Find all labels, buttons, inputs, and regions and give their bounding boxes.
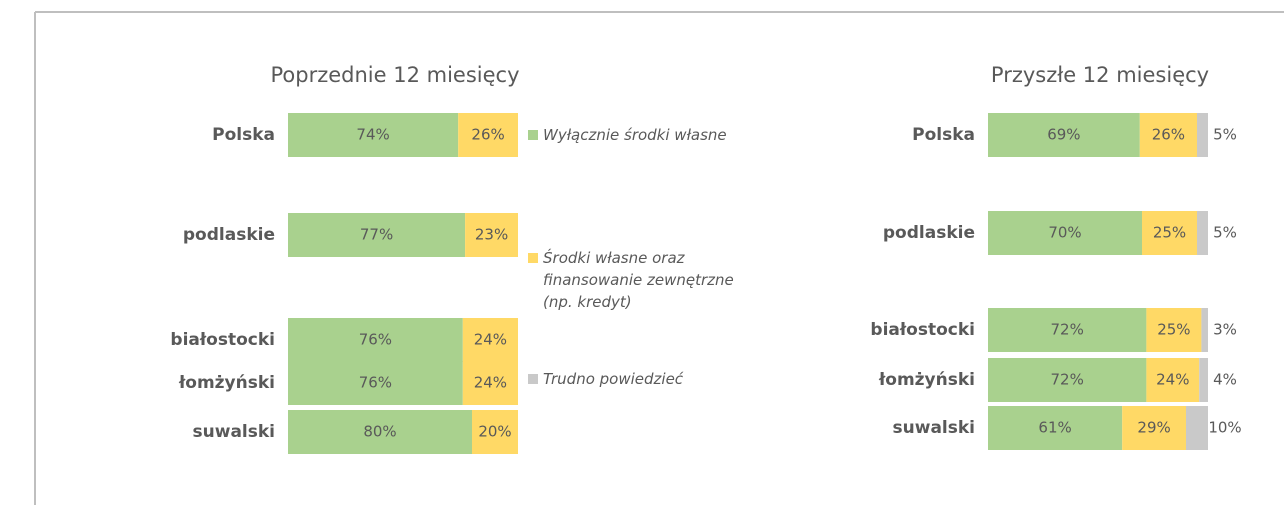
data-label: 29% (1137, 419, 1170, 437)
data-label: 76% (359, 331, 392, 349)
data-label: 25% (1157, 321, 1190, 339)
category-label: łomżyński (178, 373, 275, 393)
legend-item: Środki własne oraz finansowanie zewnętrz… (528, 247, 768, 313)
data-label: 25% (1153, 224, 1186, 242)
category-label: białostocki (170, 330, 275, 350)
legend-label: Trudno powiedzieć (543, 370, 684, 388)
data-label: 10% (1208, 419, 1241, 437)
data-label: 26% (471, 126, 504, 144)
data-label: 26% (1152, 126, 1185, 144)
bar-segment (1146, 358, 1200, 402)
category-label: łomżyński (878, 370, 975, 390)
bar-segment (1139, 113, 1197, 157)
bar-segment (988, 406, 1123, 450)
bar-segment (1122, 406, 1186, 450)
legend-item: Wyłącznie środki własne (528, 124, 768, 146)
chart-title: Poprzednie 12 miesięcy (270, 63, 519, 87)
data-label: 72% (1051, 321, 1084, 339)
data-label: 61% (1038, 419, 1071, 437)
data-label: 23% (475, 226, 508, 244)
data-label: 76% (359, 374, 392, 392)
bar-segment (988, 358, 1147, 402)
data-label: 5% (1213, 126, 1237, 144)
data-label: 24% (1156, 371, 1189, 389)
chart-title: Przyszłe 12 miesięcy (991, 63, 1209, 87)
legend-swatch (528, 253, 538, 263)
bar-segment (1142, 211, 1197, 255)
bar-segment (462, 318, 518, 362)
bar-segment (288, 113, 459, 157)
legend-label: Wyłącznie środki własne (543, 126, 727, 144)
category-label: suwalski (193, 422, 275, 442)
bar-segment (288, 318, 463, 362)
bar-segment (1197, 211, 1208, 255)
data-label: 74% (356, 126, 389, 144)
category-label: podlaskie (883, 223, 975, 243)
legend-swatch (528, 374, 538, 384)
bar-segment (1199, 358, 1208, 402)
legend-swatch (528, 130, 538, 140)
bar-segment (1186, 406, 1208, 450)
data-label: 3% (1213, 321, 1237, 339)
data-label: 24% (474, 374, 507, 392)
category-label: suwalski (893, 418, 975, 438)
data-label: 4% (1213, 371, 1237, 389)
legend-item: Trudno powiedzieć (528, 368, 768, 390)
data-label: 5% (1213, 224, 1237, 242)
bar-segment (1146, 308, 1202, 352)
data-label: 70% (1048, 224, 1081, 242)
category-label: białostocki (870, 320, 975, 340)
data-label: 80% (363, 423, 396, 441)
category-label: podlaskie (183, 225, 275, 245)
bar-segment (1197, 113, 1208, 157)
bar-segment (288, 361, 463, 405)
data-label: 77% (360, 226, 393, 244)
bar-segment (462, 361, 518, 405)
bar-segment (1201, 308, 1208, 352)
bar-segment (988, 308, 1147, 352)
data-label: 20% (478, 423, 511, 441)
bar-segment (988, 113, 1140, 157)
bar-segment (288, 213, 466, 257)
category-label: Polska (212, 125, 275, 145)
data-label: 72% (1051, 371, 1084, 389)
category-label: Polska (912, 125, 975, 145)
bar-segment (458, 113, 518, 157)
bar-segment (288, 410, 472, 454)
bar-segment (988, 211, 1142, 255)
legend-label: Środki własne oraz finansowanie zewnętrz… (543, 249, 734, 311)
bar-segment (465, 213, 518, 257)
data-label: 69% (1047, 126, 1080, 144)
bar-segment (472, 410, 518, 454)
data-label: 24% (474, 331, 507, 349)
